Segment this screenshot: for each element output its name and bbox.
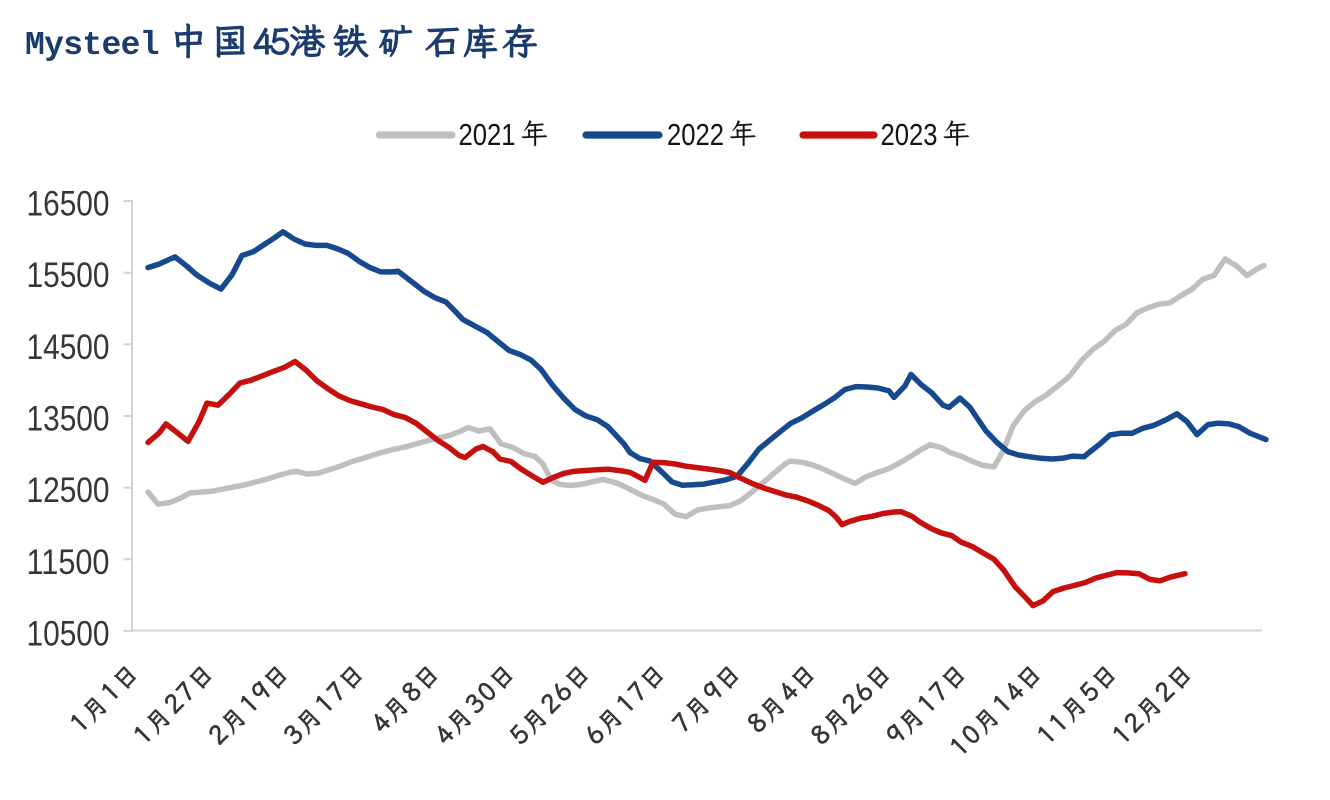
svg-text:11500: 11500 xyxy=(27,542,110,582)
svg-text:10500: 10500 xyxy=(27,614,110,654)
svg-text:2022: 2022 xyxy=(667,117,724,152)
svg-text:12500: 12500 xyxy=(27,470,110,510)
svg-text:16500: 16500 xyxy=(27,184,110,224)
svg-text:Mysteel: Mysteel xyxy=(25,27,160,64)
svg-text:2023: 2023 xyxy=(881,117,938,152)
svg-text:15500: 15500 xyxy=(27,255,110,295)
svg-text:14500: 14500 xyxy=(27,327,110,367)
svg-text:13500: 13500 xyxy=(27,399,110,439)
svg-text:2021: 2021 xyxy=(459,117,516,152)
